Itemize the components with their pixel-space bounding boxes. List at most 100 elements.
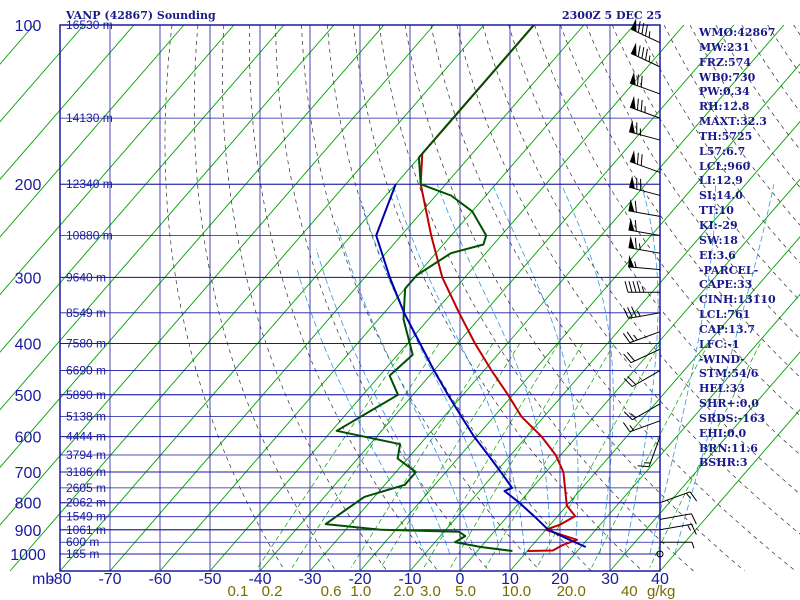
index-item: HEL:33 bbox=[699, 382, 745, 396]
index-item: TT:10 bbox=[699, 204, 734, 218]
barb-feather bbox=[636, 281, 641, 293]
index-item: CAPE:33 bbox=[699, 278, 753, 292]
barb-feather bbox=[640, 154, 643, 166]
height-label: 5890 m bbox=[66, 388, 106, 402]
barb-flag bbox=[630, 18, 637, 32]
barb-feather bbox=[626, 331, 635, 342]
index-item: SRDS:-163 bbox=[699, 411, 766, 425]
moist-adiabat-line bbox=[561, 184, 614, 555]
index-item: SHR+:0.0 bbox=[699, 397, 759, 411]
pressure-label: 400 bbox=[15, 336, 42, 353]
dry-adiabat-line bbox=[663, 24, 800, 226]
calm-wind-marker bbox=[656, 550, 664, 558]
temperature-label: 0 bbox=[456, 571, 465, 588]
height-label: 1061 m bbox=[66, 523, 106, 537]
isotherm-line bbox=[0, 24, 335, 411]
barb-staff bbox=[629, 420, 661, 433]
isotherm-line bbox=[0, 24, 135, 180]
barb-feather bbox=[623, 411, 633, 421]
wind-barb bbox=[659, 491, 698, 504]
barb-flag bbox=[628, 198, 635, 212]
mixing-ratio-line bbox=[380, 343, 521, 568]
wind-barb bbox=[660, 541, 695, 549]
height-label: 3794 m bbox=[66, 448, 106, 462]
mixing-ratio-label: 2.0 bbox=[393, 583, 414, 600]
axis-labels: -80 -70 -60 -50 -40 -30 -20 -10 0 10 20 30 40 mb bbox=[32, 571, 669, 588]
moist-adiabat-line bbox=[337, 225, 476, 555]
mixing-ratio-line bbox=[291, 343, 440, 568]
temperature-label: -50 bbox=[198, 571, 221, 588]
pressure-label: 700 bbox=[15, 465, 42, 482]
index-item: L57:6.7 bbox=[699, 144, 746, 158]
barb-staff bbox=[659, 523, 692, 531]
temperature-label: -80 bbox=[48, 571, 71, 588]
mixing-ratio-label: 10.0 bbox=[502, 583, 531, 600]
barb-feather bbox=[645, 24, 648, 37]
barb-half-feather bbox=[648, 31, 651, 38]
isotherm-line bbox=[659, 409, 800, 572]
isotherm-line bbox=[609, 351, 800, 572]
barb-flag bbox=[629, 71, 636, 86]
barb-feather bbox=[627, 376, 637, 385]
wind-barb bbox=[628, 198, 661, 217]
wind-barb bbox=[624, 281, 660, 293]
barb-feather bbox=[691, 524, 697, 535]
dry-adiabat-line bbox=[378, 24, 694, 572]
dewpoint-profile bbox=[324, 24, 535, 552]
barb-flag bbox=[629, 150, 636, 164]
chart-title: VANP (42867) Sounding bbox=[66, 9, 216, 22]
index-item: LCL:960 bbox=[699, 159, 751, 173]
wind-barb bbox=[656, 550, 664, 558]
barb-staff bbox=[632, 370, 661, 387]
index-item: LFC:-1 bbox=[699, 337, 740, 351]
barb-feather bbox=[632, 281, 637, 293]
isotherm-line bbox=[209, 24, 685, 572]
moist-adiabat-line bbox=[296, 269, 426, 555]
dry-adiabat-line bbox=[689, 24, 800, 188]
pressure-label: 100 bbox=[15, 18, 42, 35]
height-label: 7580 m bbox=[66, 336, 106, 350]
frame-border bbox=[59, 24, 661, 572]
height-label: 3186 m bbox=[66, 465, 106, 479]
isotherm-line bbox=[109, 24, 585, 572]
barb-staff bbox=[659, 491, 691, 504]
barb-half-feather bbox=[638, 243, 641, 250]
barb-feather bbox=[640, 75, 643, 88]
barb-half-feather bbox=[634, 261, 637, 268]
wind-barb bbox=[628, 218, 661, 237]
wind-barb bbox=[623, 403, 661, 421]
wind-barb bbox=[630, 18, 661, 44]
temperature-label: 40 bbox=[651, 571, 669, 588]
wind-barb bbox=[637, 436, 661, 468]
barb-feather bbox=[634, 200, 637, 213]
barb-staff bbox=[629, 161, 661, 173]
barb-staff bbox=[628, 266, 661, 271]
dry-adiabat-line bbox=[327, 24, 592, 572]
mixing-ratio-label: 1.0 bbox=[350, 583, 371, 600]
barb-half-feather bbox=[691, 542, 695, 549]
barb-flag bbox=[629, 95, 636, 110]
mixing-ratio-label: 5.0 bbox=[455, 583, 476, 600]
valid-time: 2300Z 5 DEC 25 bbox=[562, 9, 662, 22]
pressure-label: 500 bbox=[15, 388, 42, 405]
barb-feather bbox=[691, 513, 697, 525]
mixing-ratio-line bbox=[485, 343, 615, 568]
index-item: KI:-29 bbox=[699, 218, 738, 232]
barb-feather bbox=[628, 281, 633, 293]
index-item: WMO:42867 bbox=[699, 26, 776, 39]
barb-feather bbox=[634, 237, 637, 250]
index-item: BSHR:3 bbox=[699, 456, 748, 470]
dry-adiabat-line bbox=[275, 24, 490, 572]
index-item: CAP:13.7 bbox=[699, 322, 756, 336]
temperature-label: -10 bbox=[398, 571, 421, 588]
mixing-ratio-label: 0.2 bbox=[262, 583, 283, 600]
barb-feather bbox=[636, 74, 639, 86]
index-item: EI:3.6 bbox=[699, 248, 736, 262]
barb-flag bbox=[628, 254, 635, 268]
dry-adiabat-line bbox=[301, 24, 541, 572]
barb-flag bbox=[630, 42, 637, 56]
wind-barb bbox=[630, 42, 661, 68]
index-item: WB0:730 bbox=[699, 70, 756, 84]
dry-adiabat-line bbox=[352, 24, 643, 572]
isotherm-line bbox=[0, 24, 385, 468]
